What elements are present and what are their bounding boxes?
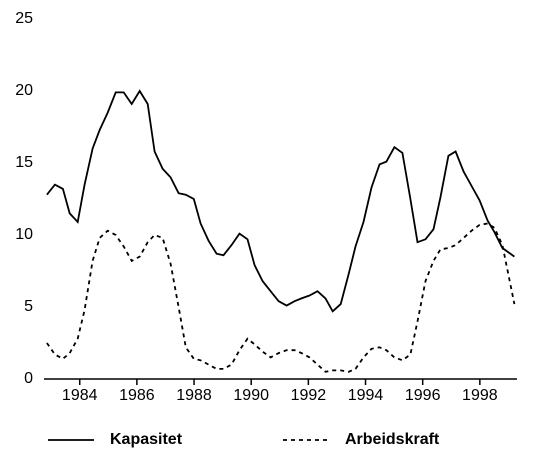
x-tick-label: 1994 bbox=[348, 387, 384, 404]
y-tick-label: 15 bbox=[15, 154, 33, 171]
legend-label: Arbeidskraft bbox=[345, 431, 440, 448]
y-tick-label: 10 bbox=[15, 226, 33, 243]
y-tick-label: 25 bbox=[15, 10, 33, 27]
x-tick-label: 1998 bbox=[462, 387, 498, 404]
series-line bbox=[46, 89, 515, 313]
x-tick-label: 1990 bbox=[233, 387, 269, 404]
x-tick-label: 1986 bbox=[119, 387, 155, 404]
y-tick-label: 0 bbox=[24, 370, 33, 387]
y-tick-label: 5 bbox=[24, 298, 33, 315]
x-tick-label: 1996 bbox=[405, 387, 441, 404]
x-tick-label: 1988 bbox=[176, 387, 212, 404]
x-tick-label: 1992 bbox=[291, 387, 327, 404]
legend-label: Kapasitet bbox=[110, 431, 183, 448]
x-tick-label: 1984 bbox=[62, 387, 98, 404]
y-tick-label: 20 bbox=[15, 82, 33, 99]
series-line bbox=[46, 222, 516, 373]
